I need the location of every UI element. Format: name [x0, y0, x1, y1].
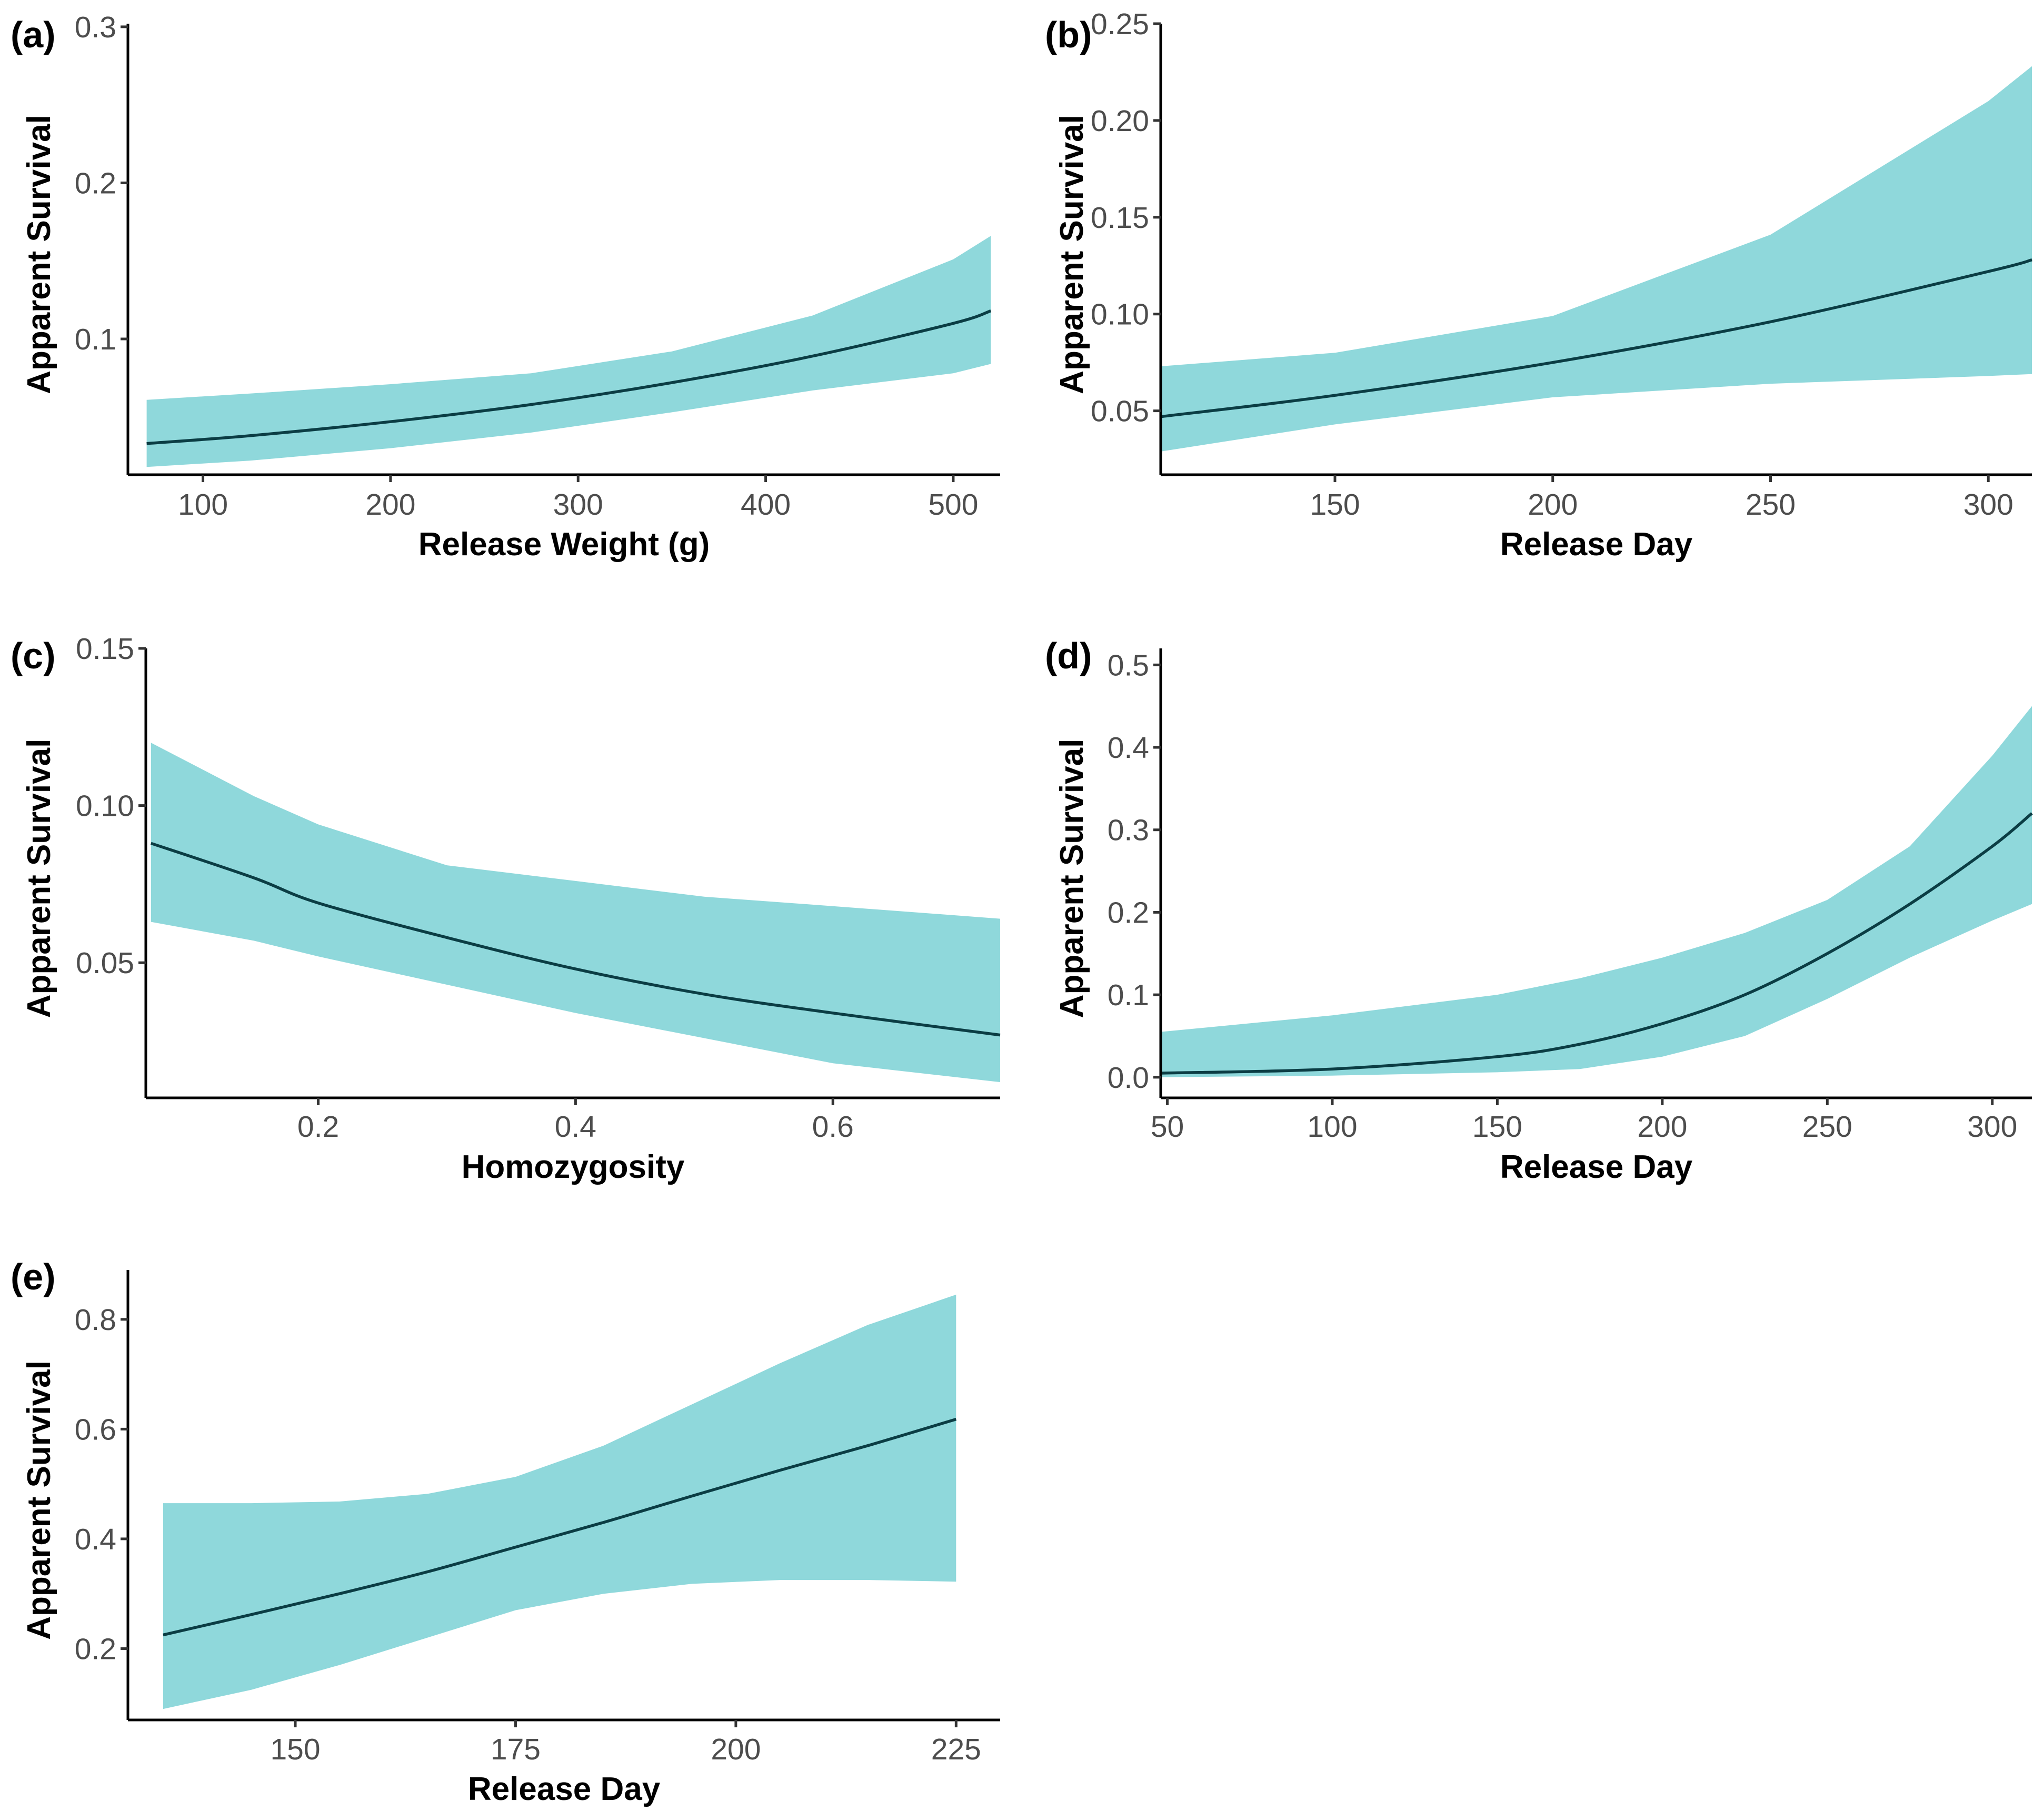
y-tick-label: 0.4 — [75, 1523, 116, 1556]
y-tick-label: 0.3 — [75, 11, 116, 44]
x-tick-label: 50 — [1151, 1110, 1184, 1144]
x-tick-label: 200 — [1528, 488, 1578, 522]
y-tick-label: 0.1 — [75, 323, 116, 356]
estimate-line-e — [163, 1417, 957, 1637]
x-axis-title: Release Day — [1500, 526, 1693, 563]
y-axis-title: Apparent Survival — [21, 115, 57, 394]
y-tick-label: 0.0 — [1108, 1061, 1149, 1095]
y-axis-title: Apparent Survival — [1054, 115, 1090, 394]
x-axis-title: Release Weight (g) — [418, 526, 710, 563]
y-axis-title: Apparent Survival — [21, 1360, 57, 1640]
y-axis-title: Apparent Survival — [1054, 739, 1090, 1018]
y-tick-label: 0.6 — [75, 1413, 116, 1446]
y-tick-label: 0.2 — [75, 1632, 116, 1666]
x-tick-label: 0.6 — [812, 1110, 854, 1144]
panel-c: 0.2 0.4 0.6 0.05 0.10 0.15 Homozygosity Apparen… — [11, 632, 1001, 1185]
x-tick-label: 225 — [931, 1733, 981, 1766]
y-tick-label: 0.2 — [1108, 896, 1149, 929]
panel-label: (c) — [11, 635, 56, 676]
panel-e: 150 175 200 225 0.2 0.4 0.6 0.8 Release Day Appar… — [11, 1256, 1000, 1807]
y-tick-label: 0.10 — [76, 789, 134, 823]
estimate-line-b — [1160, 258, 2032, 418]
x-tick-label: 500 — [928, 488, 978, 522]
x-tick-label: 100 — [1307, 1110, 1357, 1144]
x-tick-label: 200 — [365, 488, 415, 522]
x-tick-label: 150 — [1310, 488, 1360, 522]
panel-label: (b) — [1045, 14, 1092, 55]
y-tick-label: 0.25 — [1091, 7, 1149, 41]
x-tick-label: 400 — [741, 488, 791, 522]
y-tick-label: 0.20 — [1091, 104, 1149, 138]
panel-label: (d) — [1045, 635, 1092, 676]
confidence-band-e — [163, 1294, 956, 1709]
x-tick-label: 0.2 — [297, 1110, 339, 1144]
x-tick-label: 250 — [1746, 488, 1796, 522]
panel-a: 100 200 300 400 500 0.1 0.2 0.3 Release Weight (… — [11, 11, 1000, 563]
x-tick-label: 175 — [491, 1733, 541, 1766]
x-tick-label: 300 — [1967, 1110, 2017, 1144]
x-tick-label: 250 — [1802, 1110, 1852, 1144]
y-tick-label: 0.15 — [1091, 201, 1149, 235]
estimate-line-d — [1160, 812, 2033, 1075]
y-tick-label: 0.15 — [76, 632, 134, 666]
confidence-band-b — [1161, 66, 2032, 452]
panel-d: 50 100 150 200 250 300 0.0 0.1 0.2 0.3 0.4 0.5 Relea… — [1045, 635, 2033, 1185]
estimate-line-a — [146, 309, 992, 445]
confidence-band-c — [151, 743, 1000, 1083]
x-tick-label: 150 — [270, 1733, 320, 1766]
y-tick-label: 0.10 — [1091, 298, 1149, 332]
panel-label: (a) — [11, 14, 56, 55]
x-axis-title: Release Day — [1500, 1149, 1693, 1185]
confidence-band-d — [1161, 706, 2032, 1077]
y-tick-label: 0.5 — [1108, 648, 1149, 682]
panel-label: (e) — [11, 1256, 56, 1297]
x-tick-label: 300 — [553, 488, 603, 522]
y-tick-label: 0.4 — [1108, 731, 1149, 765]
x-tick-label: 150 — [1472, 1110, 1522, 1144]
y-axis-title: Apparent Survival — [21, 739, 57, 1018]
y-tick-label: 0.3 — [1108, 814, 1149, 847]
x-tick-label: 300 — [1963, 488, 2013, 522]
panel-b: 150 200 250 300 0.05 0.10 0.15 0.20 0.25 Release … — [1045, 7, 2032, 563]
y-tick-label: 0.2 — [75, 166, 116, 200]
x-axis-title: Homozygosity — [462, 1149, 685, 1185]
y-tick-label: 0.05 — [76, 946, 134, 980]
x-tick-label: 100 — [178, 488, 228, 522]
confidence-band-a — [146, 236, 991, 467]
x-tick-label: 0.4 — [555, 1110, 596, 1144]
y-tick-label: 0.8 — [75, 1303, 116, 1337]
x-tick-label: 200 — [1637, 1110, 1687, 1144]
y-tick-label: 0.05 — [1091, 395, 1149, 428]
y-tick-label: 0.1 — [1108, 978, 1149, 1012]
estimate-line-c — [150, 842, 1001, 1037]
x-tick-label: 200 — [711, 1733, 761, 1766]
x-axis-title: Release Day — [468, 1771, 661, 1807]
